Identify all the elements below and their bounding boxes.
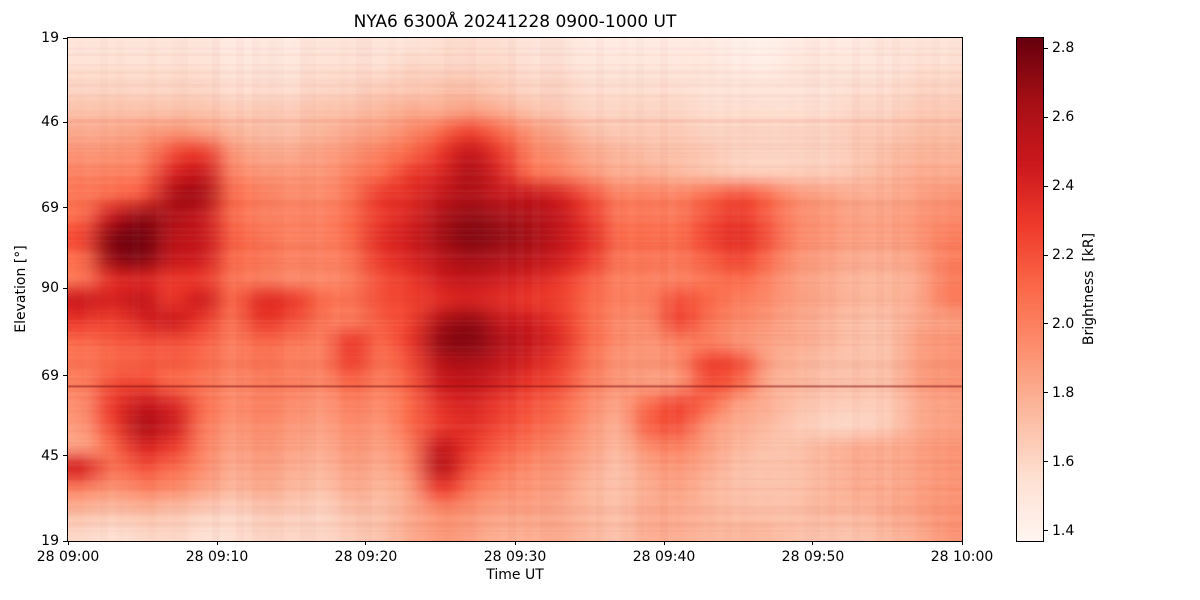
y-tick-mark (63, 207, 67, 208)
colorbar-tick-mark (1044, 530, 1048, 532)
colorbar-tick-mark (1044, 392, 1048, 394)
x-tick-label: 28 10:00 (930, 549, 994, 565)
x-tick-mark (365, 541, 367, 545)
plot-area (67, 37, 963, 542)
y-tick-mark (63, 287, 67, 289)
y-tick-label: 69 (41, 199, 59, 216)
colorbar-tick-label: 2.6 (1052, 109, 1075, 126)
x-tick-mark (663, 541, 665, 545)
y-tick-label: 45 (41, 447, 59, 464)
y-tick-label: 19 (41, 30, 59, 46)
colorbar-tick-mark (1044, 323, 1048, 325)
colorbar-label: Brightness [kR] (1081, 232, 1097, 346)
x-tick-mark (812, 541, 814, 545)
y-tick-mark (63, 37, 67, 39)
heatmap-canvas (68, 38, 962, 541)
x-tick-label: 28 09:00 (36, 549, 100, 565)
colorbar-canvas (1017, 38, 1043, 541)
colorbar-tick-mark (1044, 461, 1048, 463)
y-tick-mark (63, 375, 67, 376)
colorbar-tick-mark (1044, 116, 1048, 118)
x-tick-mark (961, 541, 963, 545)
x-tick-label: 28 09:10 (185, 549, 249, 565)
colorbar-tick-label: 2.0 (1052, 315, 1075, 332)
y-tick-label: 19 (41, 533, 59, 549)
colorbar-tick-label: 1.4 (1052, 522, 1075, 539)
colorbar-tick-label: 2.4 (1052, 178, 1075, 195)
chart-title: NYA6 6300Å 20241228 0900-1000 UT (353, 12, 677, 32)
x-tick-mark (67, 541, 69, 545)
x-tick-label: 28 09:40 (632, 549, 696, 565)
y-tick-mark (63, 540, 67, 542)
y-tick-mark (63, 455, 67, 457)
colorbar-tick-mark (1044, 47, 1048, 49)
colorbar-tick-mark (1044, 185, 1048, 187)
y-tick-label: 46 (41, 114, 59, 130)
y-axis-label: Elevation [°] (13, 245, 29, 333)
colorbar (1016, 37, 1044, 542)
colorbar-tick-label: 1.6 (1052, 453, 1075, 470)
y-tick-label: 90 (41, 280, 59, 297)
x-tick-label: 28 09:30 (483, 549, 547, 565)
colorbar-tick-label: 2.2 (1052, 247, 1075, 264)
y-tick-label: 69 (41, 367, 59, 384)
x-tick-label: 28 09:20 (334, 549, 398, 565)
x-tick-mark (514, 541, 516, 545)
colorbar-tick-mark (1044, 254, 1048, 256)
x-axis-label: Time UT (486, 567, 544, 583)
x-tick-mark (216, 541, 218, 545)
colorbar-tick-label: 1.8 (1052, 384, 1075, 401)
y-tick-mark (63, 121, 67, 123)
colorbar-tick-label: 2.8 (1052, 40, 1075, 57)
x-tick-label: 28 09:50 (781, 549, 845, 565)
